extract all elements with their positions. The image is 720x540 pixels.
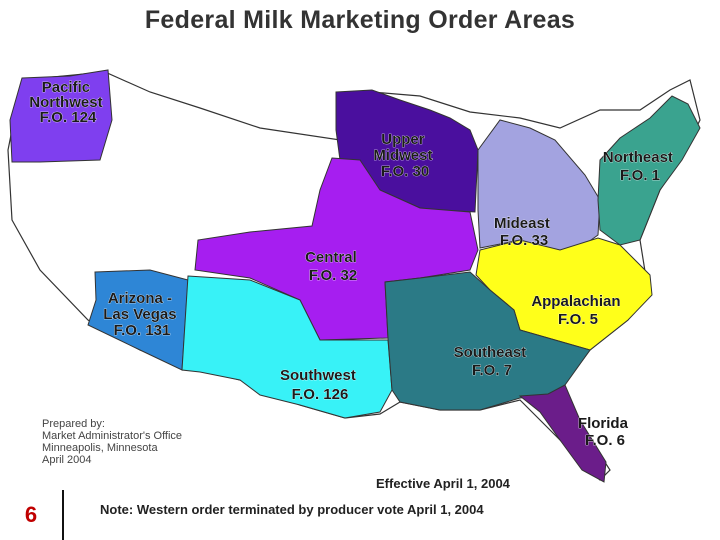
effective-date: Effective April 1, 2004 <box>376 476 510 491</box>
region-northeast[interactable] <box>597 95 701 246</box>
prepared-by-heading: Prepared by: <box>42 418 105 430</box>
label-florida: Florida F.O. 6 <box>578 415 632 449</box>
label-southwest: Southwest F.O. 126 <box>280 367 360 403</box>
label-mideast: Mideast F.O. 33 <box>494 215 554 249</box>
region-florida[interactable] <box>518 384 607 483</box>
region-southwest[interactable] <box>181 275 393 419</box>
page-number: 6 <box>0 490 64 540</box>
label-appalachian: Appalachian F.O. 5 <box>531 293 624 328</box>
label-northeast: Northeast F.O. 1 <box>603 149 677 184</box>
label-southeast: Southeast F.O. 7 <box>454 344 531 379</box>
prepared-by-block: Prepared by: Market Administrator's Offi… <box>42 418 182 466</box>
label-pacific-northwest: Pacific Northwest F.O. 124 <box>29 79 107 126</box>
prepared-by-line3: April 2004 <box>42 454 92 466</box>
region-pacific-northwest[interactable] <box>9 69 113 163</box>
region-arizona-las-vegas[interactable] <box>87 269 189 371</box>
label-upper-midwest: Upper Midwest F.O. 30 <box>373 131 436 180</box>
map-title: Federal Milk Marketing Order Areas <box>144 6 576 34</box>
region-mideast[interactable] <box>477 119 601 256</box>
label-central: Central F.O. 32 <box>305 249 361 284</box>
prepared-by-line2: Minneapolis, Minnesota <box>42 442 158 454</box>
prepared-by-line1: Market Administrator's Office <box>42 430 183 442</box>
label-arizona-las-vegas: Arizona - Las Vegas F.O. 131 <box>103 290 181 339</box>
footnote: Note: Western order terminated by produc… <box>100 502 484 517</box>
